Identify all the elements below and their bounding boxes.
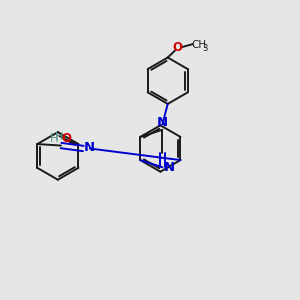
Text: N: N bbox=[164, 161, 176, 174]
Text: CH: CH bbox=[191, 40, 206, 50]
Text: 3: 3 bbox=[203, 44, 208, 53]
Text: H: H bbox=[56, 132, 64, 142]
Text: H: H bbox=[50, 132, 59, 145]
Text: O: O bbox=[172, 40, 182, 54]
Text: O: O bbox=[61, 132, 71, 145]
Text: N: N bbox=[83, 141, 94, 154]
Text: N: N bbox=[157, 116, 168, 129]
